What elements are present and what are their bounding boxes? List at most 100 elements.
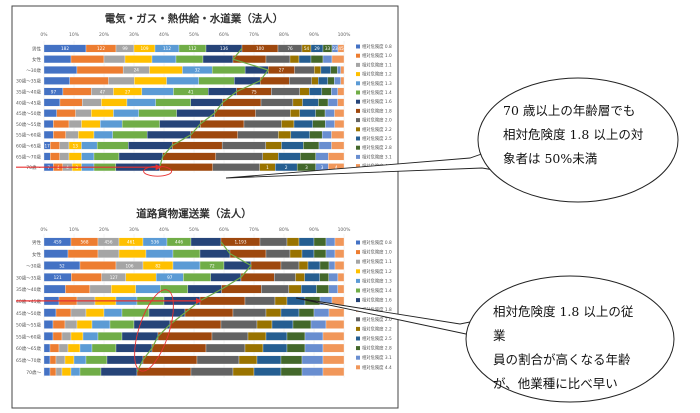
legend-label: 相対危険度 1.0 (362, 52, 392, 59)
bar-segment (68, 152, 82, 161)
bar-segment (289, 76, 312, 85)
bar-segment (265, 141, 282, 150)
category-label: 55歳～60歳 (16, 333, 41, 340)
bar-segment (328, 284, 339, 294)
x-tick-label: 70% (249, 227, 260, 233)
bar-segment (93, 152, 120, 161)
bar-segment (52, 320, 66, 329)
bar-segment (190, 367, 234, 376)
data-label: 27 (125, 89, 131, 94)
bar-segment (59, 98, 83, 107)
bar-segment (68, 120, 82, 128)
legend-label: 相対危険度 1.0 (362, 249, 392, 256)
data-label: 112 (163, 46, 171, 51)
threshold-line (159, 48, 270, 168)
legend-label: 相対危険度 1.2 (362, 268, 392, 275)
bar-segment (91, 320, 111, 329)
data-label: 13 (73, 143, 79, 148)
x-tick-label: 20% (99, 227, 110, 233)
bar-segment (59, 152, 70, 161)
legend-label: 相対危険度 3.1 (362, 354, 392, 361)
bar-segment (85, 308, 105, 317)
bar-segment (97, 332, 123, 341)
bar-segment (331, 87, 338, 96)
data-label: 47 (100, 89, 106, 94)
x-tick-label: 50% (189, 227, 200, 233)
category-label: 35歳～40歳 (16, 286, 41, 293)
legend-swatch (356, 298, 360, 303)
bar-segment (325, 120, 335, 128)
data-label: 52 (59, 263, 65, 268)
legend-swatch (356, 336, 360, 341)
bar-segment (136, 367, 192, 376)
bar-segment (71, 273, 102, 282)
bar-segment (256, 320, 273, 329)
legend-swatch (356, 44, 360, 49)
bar-segment (205, 343, 246, 353)
bar-segment (253, 367, 282, 376)
x-tick-label: 20% (99, 32, 110, 38)
category-label: 55歳～60歳 (16, 132, 41, 139)
legend-label: 相対危険度 1.6 (362, 297, 392, 304)
category-label: 45歳～50歳 (16, 310, 41, 317)
legend-swatch (356, 346, 360, 351)
bar-segment (299, 87, 310, 96)
bar-segment (79, 343, 93, 353)
bar-segment (198, 76, 235, 85)
bar-segment (274, 273, 296, 282)
data-label: 109 (141, 46, 149, 51)
bar-segment (159, 163, 213, 172)
bar-segment (43, 332, 54, 341)
bar-segment (310, 320, 327, 329)
bar-segment (53, 130, 67, 139)
bar-segment (310, 55, 324, 64)
bar-segment (337, 273, 345, 282)
bar-segment (274, 296, 288, 306)
bar-segment (311, 76, 319, 85)
legend-label: 相対危険度 1.4 (362, 287, 392, 294)
bar-segment (238, 355, 258, 365)
data-label: 106 (126, 263, 134, 268)
bar-segment (318, 141, 332, 150)
bar-segment (316, 284, 329, 294)
bar-segment (280, 308, 300, 317)
bar-segment (304, 343, 324, 353)
legend-label: 相対危険度 4.4 (362, 364, 392, 371)
bar-segment (290, 109, 300, 118)
x-tick-label: 0% (40, 32, 48, 38)
category-label: ～30歳 (26, 263, 41, 270)
legend-swatch (356, 164, 360, 169)
bar-segment (320, 66, 331, 74)
category-label: 65歳～70歳 (16, 357, 41, 364)
bar-segment (149, 66, 183, 74)
data-label: 461 (127, 240, 135, 245)
legend-label: 相対危険度 1.4 (362, 89, 392, 96)
data-label: 456 (105, 240, 113, 245)
bar-segment (212, 163, 260, 172)
bar-segment (89, 284, 112, 294)
x-tick-label: 60% (219, 32, 230, 38)
bar-segment (108, 76, 135, 85)
data-label: 54 (304, 46, 310, 51)
bar-segment (115, 343, 153, 353)
x-tick-label: 10% (69, 32, 80, 38)
data-label: 99 (122, 46, 128, 51)
bar-segment (43, 284, 66, 294)
bar-segment (79, 261, 117, 270)
bar-segment (315, 109, 326, 118)
callout-2-text: 相対危険度 1.8 以上の従業 員の割合が高くなる年齢 が、他業種に比べ早い (493, 300, 643, 396)
bar-segment (289, 249, 303, 258)
category-label: 60歳～65歳 (16, 345, 41, 352)
data-label: 27 (279, 68, 285, 73)
bar-segment (301, 367, 324, 376)
bar-segment (330, 66, 338, 74)
bar-segment (138, 109, 177, 118)
bar-segment (160, 284, 189, 294)
bar-segment (337, 44, 345, 53)
bar-segment (49, 367, 57, 376)
category-label: 40歳～45歳 (16, 99, 41, 106)
bar-segment (286, 237, 300, 247)
legend-label: 相対危険度 1.1 (362, 61, 392, 68)
bar-segment (78, 130, 95, 139)
